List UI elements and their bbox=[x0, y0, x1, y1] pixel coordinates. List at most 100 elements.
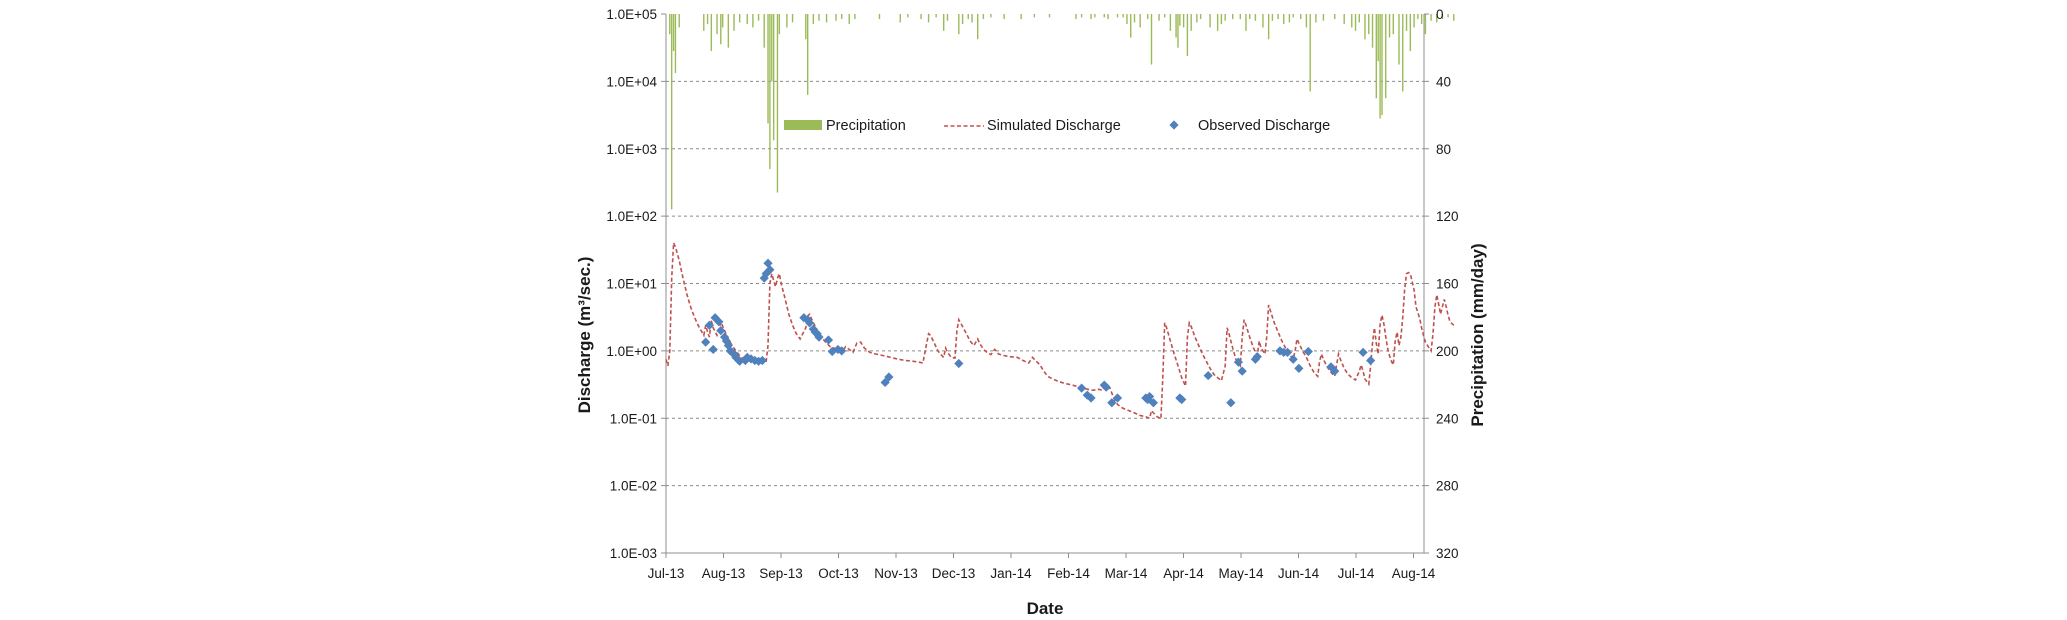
precipitation-bar bbox=[1103, 14, 1105, 18]
observed-discharge-point bbox=[884, 372, 894, 382]
precipitation-bar bbox=[769, 14, 771, 169]
y-right-tick-label: 40 bbox=[1436, 74, 1451, 89]
y-left-tick-label: 1.0E+04 bbox=[606, 74, 657, 89]
precipitation-bar bbox=[1139, 14, 1141, 28]
precipitation-bar bbox=[791, 14, 794, 23]
precipitation-bar bbox=[1402, 14, 1404, 92]
observed-discharge-point bbox=[799, 313, 809, 323]
observed-discharge-point bbox=[1148, 398, 1158, 408]
precipitation-bar bbox=[703, 14, 705, 31]
observed-discharge-point bbox=[710, 313, 720, 323]
y-right-tick-label: 200 bbox=[1436, 344, 1459, 359]
observed-discharge-point bbox=[1086, 393, 1096, 403]
precipitation-bar bbox=[1364, 14, 1366, 40]
observed-discharge-point bbox=[1107, 398, 1117, 408]
precipitation-bar bbox=[1351, 14, 1353, 28]
precipitation-bar bbox=[1315, 14, 1317, 23]
y-right-tick-label: 120 bbox=[1436, 209, 1459, 224]
observed-discharge-point bbox=[804, 318, 815, 328]
precipitation-bar bbox=[1441, 14, 1444, 20]
x-tick-label: Nov-13 bbox=[874, 566, 918, 581]
precipitation-bar bbox=[848, 14, 850, 25]
precipitation-bar bbox=[1107, 14, 1109, 20]
observed-discharge-point bbox=[735, 356, 745, 366]
precipitation-bar bbox=[1090, 14, 1092, 20]
precipitation-bar bbox=[1375, 14, 1378, 99]
precipitation-bar bbox=[1130, 14, 1132, 38]
observed-discharge-point bbox=[954, 358, 964, 369]
y-left-tick-label: 1.0E+01 bbox=[606, 277, 657, 292]
x-tick-label: Apr-14 bbox=[1163, 566, 1204, 581]
observed-discharge-point bbox=[753, 356, 764, 366]
precipitation-bar bbox=[1126, 14, 1128, 25]
legend-precipitation-label: Precipitation bbox=[826, 118, 906, 134]
y-right-tick-label: 0 bbox=[1436, 7, 1444, 22]
precipitation-bar bbox=[835, 14, 837, 21]
precipitation-bar bbox=[1177, 14, 1179, 48]
precipitation-bar bbox=[982, 14, 985, 20]
precipitation-bar bbox=[786, 14, 788, 28]
precipitation-bar bbox=[1288, 14, 1291, 23]
y-left-tick-label: 1.0E-03 bbox=[610, 546, 657, 561]
legend-precipitation-swatch bbox=[784, 120, 822, 130]
precipitation-bar bbox=[1292, 14, 1294, 18]
tick-labels: 1.0E+05 0 1.0E+04 40 1.0E+03 80 1.0E+02 120 1.0E… bbox=[606, 7, 1458, 581]
precipitation-bar bbox=[1254, 14, 1257, 21]
legend: Precipitation Simulated Discharge Observed… bbox=[784, 118, 1330, 134]
y-left-tick-label: 1.0E+02 bbox=[606, 209, 657, 224]
y-axis-right-title: Precipitation (mm/day) bbox=[1468, 243, 1487, 426]
observed-discharge-point bbox=[1252, 352, 1262, 362]
precipitation-bar bbox=[1420, 14, 1423, 25]
precipitation-bar bbox=[1417, 14, 1419, 20]
x-tick-label: May-14 bbox=[1218, 566, 1264, 581]
observed-discharge-point bbox=[1143, 394, 1153, 405]
observed-discharge-point bbox=[1294, 363, 1304, 373]
precipitation-bar bbox=[1300, 14, 1302, 20]
precipitation-bar bbox=[746, 14, 748, 25]
precipitation-bar bbox=[1334, 14, 1336, 20]
observed-discharge-point bbox=[1101, 382, 1111, 392]
observed-discharge-point bbox=[1233, 357, 1244, 367]
precipitation-bar bbox=[1020, 14, 1022, 20]
legend-simulated-label: Simulated Discharge bbox=[987, 118, 1121, 134]
observed-discharge-point bbox=[1288, 354, 1298, 364]
gridlines bbox=[666, 80, 1424, 487]
precipitation-bar bbox=[1447, 14, 1449, 18]
x-tick-label: Mar-14 bbox=[1105, 566, 1148, 581]
observed-discharge-point bbox=[1366, 355, 1376, 366]
precipitation-bar bbox=[1033, 14, 1036, 18]
observed-discharge-point bbox=[757, 355, 767, 366]
observed-discharge-point bbox=[1226, 398, 1236, 408]
precipitation-bar bbox=[1220, 14, 1223, 25]
precipitation-bar bbox=[961, 14, 964, 25]
precipitation-bar bbox=[669, 14, 671, 35]
precipitation-bar bbox=[812, 14, 815, 25]
precipitation-bar bbox=[1305, 14, 1308, 28]
precipitation-bar bbox=[1158, 14, 1160, 21]
observed-discharge-point bbox=[761, 269, 771, 279]
precipitation-bar bbox=[778, 14, 781, 35]
precipitation-bar bbox=[767, 14, 769, 124]
precipitation-bar bbox=[776, 14, 779, 193]
observed-discharge-point bbox=[1358, 347, 1368, 357]
precipitation-bar bbox=[840, 14, 843, 20]
precipitation-bar bbox=[927, 14, 930, 23]
precipitation-bar bbox=[818, 14, 820, 21]
y-right-tick-label: 160 bbox=[1436, 277, 1459, 292]
precipitation-bar bbox=[1003, 14, 1005, 20]
precipitation-bar bbox=[1150, 14, 1153, 65]
precipitation-bar bbox=[1232, 14, 1234, 20]
x-tick-label: Dec-13 bbox=[932, 566, 976, 581]
precipitation-bar bbox=[1371, 14, 1374, 48]
x-tick-label: Sep-13 bbox=[759, 566, 803, 581]
precipitation-bar bbox=[899, 14, 901, 23]
precipitation-bar bbox=[1245, 14, 1247, 31]
precipitation-bar bbox=[1453, 14, 1455, 21]
y-left-tick-label: 1.0E+05 bbox=[606, 7, 657, 22]
x-axis-title: Date bbox=[1027, 599, 1064, 618]
observed-discharge-point bbox=[837, 346, 847, 356]
observed-discharge-point bbox=[827, 346, 837, 357]
observed-discharge-point bbox=[1203, 370, 1213, 381]
precipitation-bar bbox=[771, 14, 773, 82]
observed-discharge-point bbox=[1282, 347, 1293, 357]
